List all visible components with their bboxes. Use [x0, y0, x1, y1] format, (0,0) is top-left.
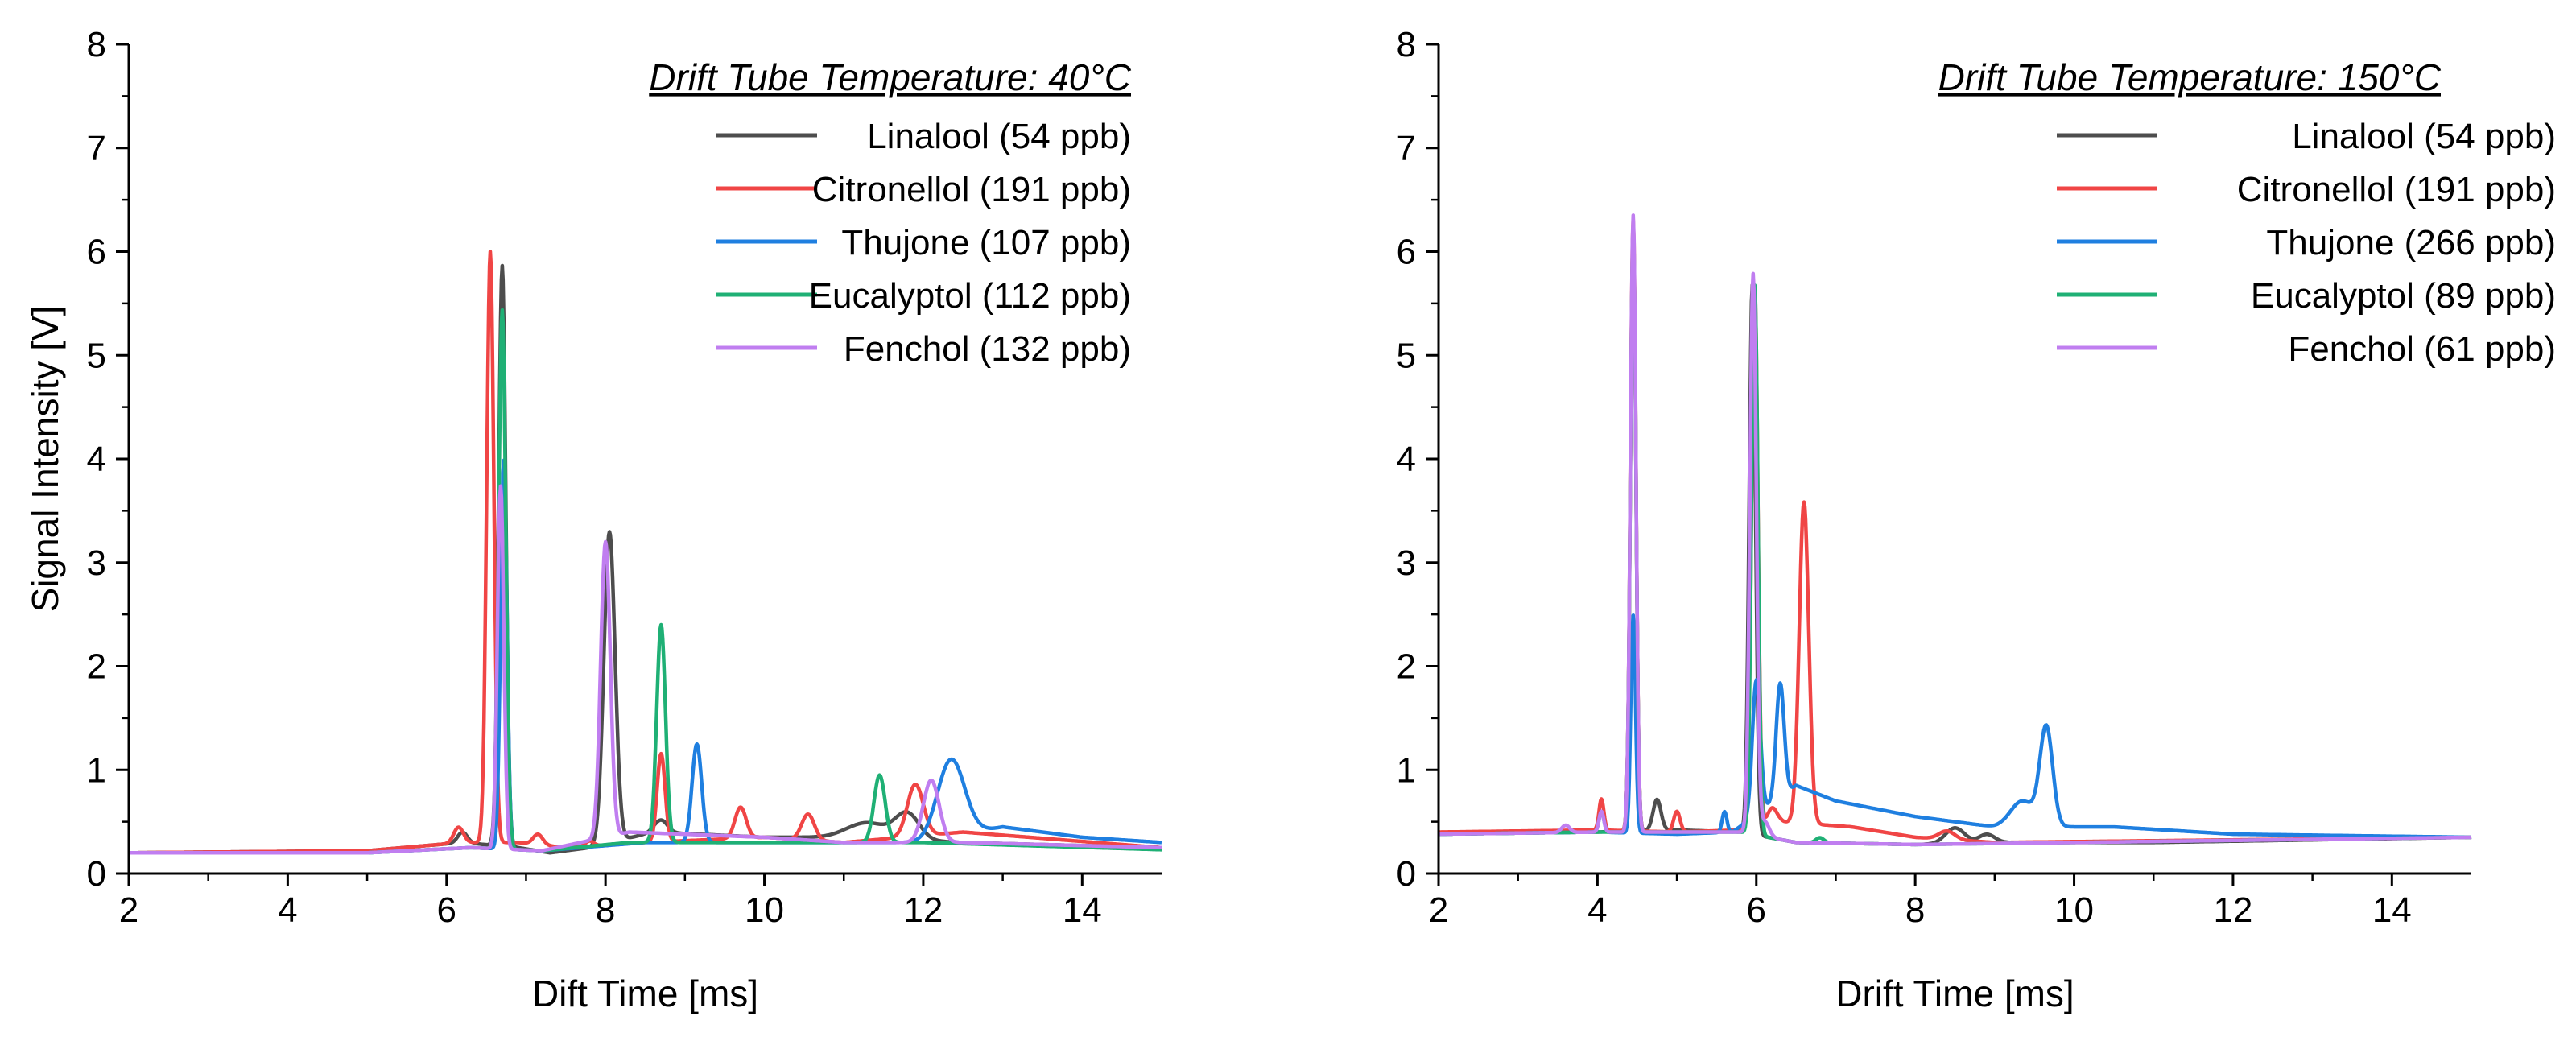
y-tick-label: 8	[87, 25, 106, 64]
y-tick-label: 4	[1397, 440, 1416, 479]
legend-label: Thujone (107 ppb)	[841, 223, 1131, 262]
x-tick-label: 6	[1747, 890, 1766, 930]
x-tick-label: 6	[437, 890, 456, 930]
y-tick-label: 6	[1397, 233, 1416, 272]
x-tick-label: 14	[2372, 890, 2412, 930]
series-line-left-4	[127, 484, 1163, 855]
y-tick-label: 7	[1397, 129, 1416, 168]
x-tick-label: 2	[119, 890, 138, 930]
legend-label: Citronellol (191 ppb)	[2237, 170, 2556, 209]
series-line-right-3	[1437, 229, 2473, 847]
x-tick-label: 8	[596, 890, 615, 930]
x-tick-label: 12	[903, 890, 943, 930]
legend-title: Drift Tube Temperature: 150°C	[1938, 56, 2442, 98]
y-tick-label: 5	[87, 336, 106, 375]
y-tick-label: 8	[1397, 25, 1416, 64]
y-axis-title: Signal Intensity [V]	[24, 306, 66, 613]
x-tick-label: 14	[1063, 890, 1102, 930]
legend-label: Linalool (54 ppb)	[867, 117, 1131, 156]
x-tick-label: 10	[2054, 890, 2094, 930]
legend-label: Citronellol (191 ppb)	[812, 170, 1131, 209]
y-tick-label: 5	[1397, 336, 1416, 375]
x-axis-title: Dift Time [ms]	[532, 973, 758, 1014]
y-tick-label: 1	[1397, 750, 1416, 790]
series-line-left-3	[127, 308, 1163, 855]
y-tick-label: 6	[87, 233, 106, 272]
series-line-right-0	[1437, 228, 2473, 847]
x-tick-label: 12	[2213, 890, 2252, 930]
legend-title: Drift Tube Temperature: 40°C	[649, 56, 1132, 98]
y-tick-label: 0	[87, 854, 106, 894]
x-tick-label: 4	[1587, 890, 1607, 930]
x-tick-label: 4	[278, 890, 297, 930]
legend-label: Fenchol (132 ppb)	[844, 329, 1131, 369]
y-tick-label: 0	[1397, 854, 1416, 894]
y-tick-label: 2	[87, 647, 106, 687]
series-line-right-4	[1437, 213, 2473, 847]
series-line-right-2	[1437, 613, 2473, 840]
legend-label: Linalool (54 ppb)	[2292, 117, 2556, 156]
legend-label: Eucalyptol (89 ppb)	[2251, 276, 2556, 316]
y-tick-label: 2	[1397, 647, 1416, 687]
x-tick-label: 8	[1905, 890, 1925, 930]
y-tick-label: 1	[87, 750, 106, 790]
y-tick-label: 3	[87, 543, 106, 583]
y-tick-label: 4	[87, 440, 106, 479]
legend-label: Eucalyptol (112 ppb)	[809, 276, 1131, 316]
x-axis-title: Drift Time [ms]	[1835, 973, 2074, 1014]
legend-label: Fenchol (61 ppb)	[2288, 329, 2556, 369]
series-line-left-2	[127, 458, 1163, 855]
legend-label: Thujone (266 ppb)	[2266, 223, 2556, 262]
x-tick-label: 10	[745, 890, 784, 930]
x-tick-label: 2	[1429, 890, 1448, 930]
y-tick-label: 7	[87, 129, 106, 168]
y-tick-label: 3	[1397, 543, 1416, 583]
